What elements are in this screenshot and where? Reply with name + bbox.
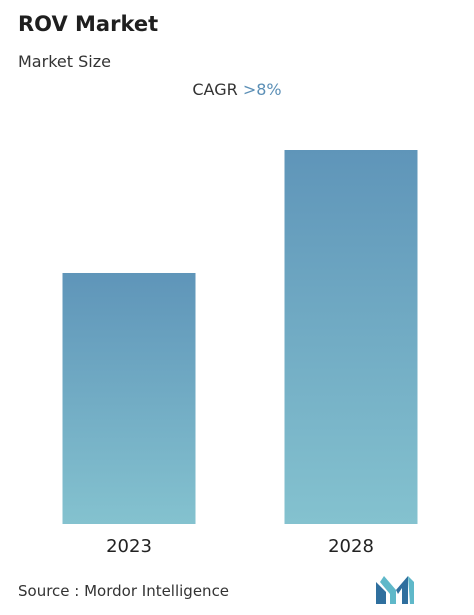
source-note: Source : Mordor Intelligence: [18, 582, 230, 600]
bar-2028: [284, 150, 418, 524]
cagr-annotation: CAGR >8%: [0, 80, 474, 99]
chart-subtitle: Market Size: [18, 52, 111, 71]
x-axis-labels: 2023 2028: [106, 536, 374, 557]
x-tick-label-2023: 2023: [106, 536, 152, 557]
chart-title: ROV Market: [18, 12, 159, 36]
bars-group: [62, 150, 418, 524]
cagr-label: CAGR: [192, 80, 238, 99]
x-tick-label-2028: 2028: [328, 536, 374, 557]
mordor-intelligence-logo-icon: [376, 576, 414, 604]
bar-2023: [62, 272, 196, 524]
cagr-value: >8%: [242, 80, 282, 99]
